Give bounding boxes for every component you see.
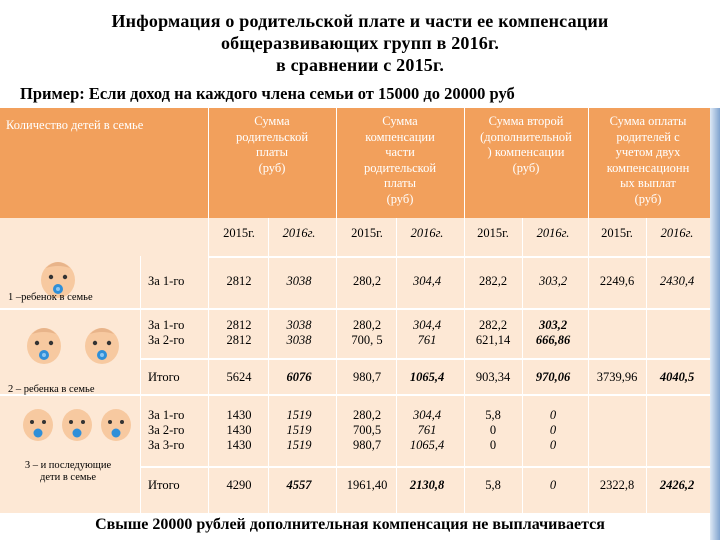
value-cell: 2812 2812 (226, 318, 252, 347)
value-cell: 303,2 666,86 (535, 318, 571, 347)
year-label: 2016г. (282, 226, 316, 240)
value-cell: 3739,96 (596, 370, 638, 384)
value-cell: 5624 (226, 370, 252, 384)
value-cell: 2812 (226, 274, 252, 288)
header-total-payment: Сумма оплаты родителей с учетом двух компен… (606, 114, 690, 206)
year-label: 2016г. (660, 226, 694, 240)
value-cell: 4040,5 (659, 370, 695, 384)
value-cell: 6076 (286, 370, 312, 384)
value-cell: 980,7 (352, 370, 382, 384)
value-cell: 1519 1519 1519 (286, 408, 312, 452)
value-cell: 4290 (226, 478, 252, 492)
page-title: Информация о родительской плате и части … (0, 10, 720, 76)
value-cell: 282,2 621,14 (475, 318, 511, 347)
value-cell: 5,8 (485, 478, 501, 492)
row-label: За 1-го За 2-го (148, 318, 185, 347)
value-cell: 304,4 (412, 274, 442, 288)
title-line-2: общеразвивающих групп в 2016г. (220, 33, 500, 53)
value-cell: 1065,4 (409, 370, 445, 384)
header-children-count: Количество детей в семье (6, 118, 144, 132)
baby-icon (41, 262, 75, 298)
value-cell: 2249,6 (599, 274, 635, 288)
value-cell: 282,2 (478, 274, 508, 288)
value-cell: 1961,40 (346, 478, 388, 492)
group-label-three-children: 3 – и последующие дети в семье (24, 460, 112, 483)
value-cell: 903,34 (475, 370, 511, 384)
value-cell: 280,2 (352, 274, 382, 288)
value-cell: 2130,8 (409, 478, 445, 492)
value-cell: 1430 1430 1430 (226, 408, 252, 452)
value-cell: 4557 (286, 478, 312, 492)
row-label: За 1-го (148, 274, 185, 288)
row-label: За 1-го За 2-го За 3-го (148, 408, 185, 452)
year-label: 2015г. (601, 226, 633, 240)
row-label-total: Итого (148, 478, 180, 492)
footer-note: Свыше 20000 рублей дополнительная компен… (95, 516, 605, 533)
year-label: 2015г. (477, 226, 509, 240)
value-cell: 3038 3038 (286, 318, 312, 347)
value-cell: 304,4 761 (412, 318, 442, 347)
year-row (208, 218, 710, 256)
title-line-1: Информация о родительской плате и части … (111, 11, 609, 31)
babies-icon (23, 409, 131, 441)
row-label-total: Итого (148, 370, 180, 384)
baby-icon (27, 328, 61, 364)
value-cell: 970,06 (535, 370, 571, 384)
header-compensation: Сумма компенсации части родительской платы (р… (363, 114, 437, 206)
value-cell: 304,4 761 1065,4 (409, 408, 445, 452)
value-cell: 303,2 (538, 274, 568, 288)
header-second-compensation: Сумма второй (дополнительной) компенсации… (480, 114, 572, 175)
decorative-side-bar (710, 108, 720, 540)
group-label-two-children: 2 – ребенка в семье (8, 384, 95, 395)
value-cell: 2426,2 (659, 478, 695, 492)
title-line-3: в сравнении с 2015г. (275, 55, 445, 75)
value-cell: 280,2 700, 5 (351, 318, 383, 347)
subtitle: Пример: Если доход на каждого члена семь… (20, 84, 515, 103)
value-cell: 0 (549, 478, 557, 492)
year-label: 2016г. (410, 226, 444, 240)
compensation-table: Количество детей в семье Сумма родительск… (0, 108, 710, 513)
value-cell: 3038 (286, 274, 312, 288)
baby-icon (85, 328, 119, 364)
group-label-one-child: 1 –ребенок в семье (8, 292, 93, 303)
value-cell: 280,2 700,5 980,7 (352, 408, 382, 452)
table-header (0, 108, 710, 218)
year-label: 2015г. (223, 226, 255, 240)
value-cell: 2322,8 (599, 478, 635, 492)
header-parent-fee: Сумма родительской платы (руб) (235, 114, 309, 175)
value-cell: 5,8 0 0 (485, 408, 501, 452)
year-label: 2016г. (536, 226, 570, 240)
value-cell: 2430,4 (659, 274, 695, 288)
year-label: 2015г. (351, 226, 383, 240)
